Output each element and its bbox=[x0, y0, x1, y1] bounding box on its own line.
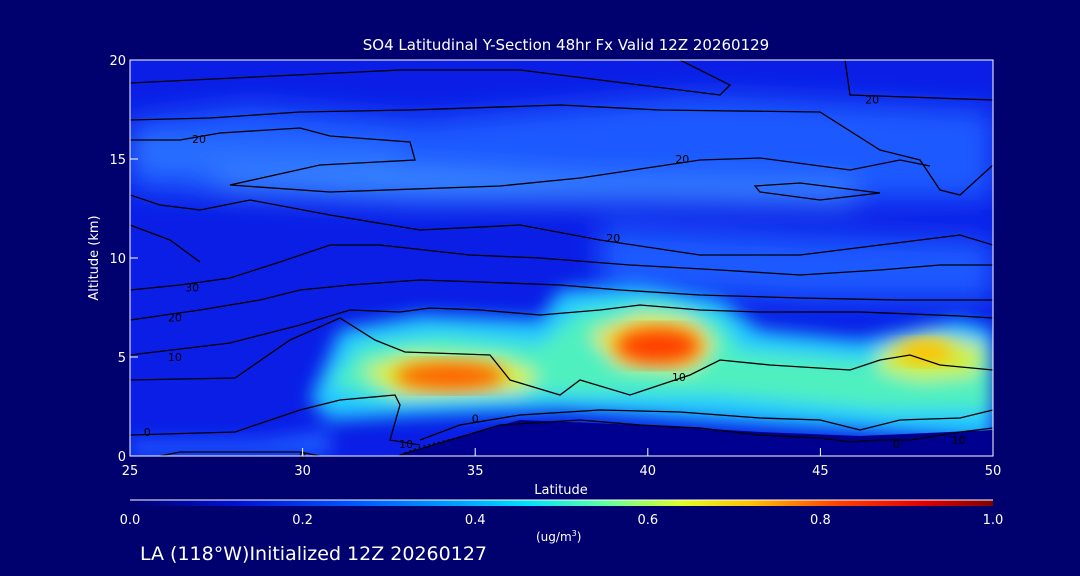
colorbar bbox=[130, 500, 993, 506]
contour-label: 0 bbox=[472, 412, 479, 425]
colorbar-unit: (ug/m3) bbox=[536, 529, 581, 544]
contour-label: 20 bbox=[606, 232, 620, 245]
y-axis-label: Altitude (km) bbox=[87, 215, 102, 300]
y-tick-label: 15 bbox=[109, 153, 126, 168]
colorbar-tick-label: 0.6 bbox=[637, 513, 658, 528]
contour-label: 20 bbox=[192, 133, 206, 146]
terrain bbox=[395, 420, 993, 456]
contour-label: 10 bbox=[951, 434, 965, 447]
x-tick-label: 40 bbox=[640, 464, 657, 479]
concentration-field bbox=[130, 60, 993, 456]
footer-initialized: Initialized 12Z 20260127 bbox=[249, 543, 487, 565]
x-tick-label: 25 bbox=[122, 464, 139, 479]
footer-label: LA (118°W)Initialized 12Z 20260127 bbox=[140, 543, 487, 565]
y-axis-ticks: 0 5 10 15 20 bbox=[109, 54, 138, 465]
contour-label: 20 bbox=[865, 94, 879, 107]
colorbar-tick-label: 1.0 bbox=[983, 513, 1004, 528]
peak-48n bbox=[897, 340, 953, 364]
colorbar-tick-label: 0.0 bbox=[120, 513, 141, 528]
colorbar-tick-label: 0.2 bbox=[292, 513, 313, 528]
colorbar-tick-label: 0.4 bbox=[465, 513, 486, 528]
contour-lines bbox=[130, 60, 993, 456]
x-tick-label: 45 bbox=[812, 464, 829, 479]
footer-location: LA (118°W) bbox=[140, 543, 250, 565]
contour-label: 0 bbox=[893, 438, 900, 451]
chart-title: SO4 Latitudinal Y-Section 48hr Fx Valid … bbox=[363, 36, 769, 54]
x-tick-label: 50 bbox=[985, 464, 1002, 479]
contour-label: 10 bbox=[168, 351, 182, 364]
colorbar-tick-label: 0.8 bbox=[810, 513, 831, 528]
y-tick-label: 20 bbox=[109, 54, 126, 69]
peak-34n bbox=[395, 362, 505, 390]
x-axis-ticks: 25 30 35 40 45 50 bbox=[122, 448, 1002, 479]
y-tick-label: 0 bbox=[118, 450, 126, 465]
contour-label: 20 bbox=[675, 153, 689, 166]
peak-40n bbox=[616, 328, 700, 364]
y-tick-label: 10 bbox=[109, 252, 126, 267]
contour-label: 10 bbox=[399, 438, 413, 451]
x-tick-label: 30 bbox=[294, 464, 311, 479]
y-tick-label: 5 bbox=[118, 351, 126, 366]
contour-label: 20 bbox=[168, 311, 182, 324]
x-axis-label: Latitude bbox=[534, 483, 588, 498]
x-tick-label: 35 bbox=[467, 464, 484, 479]
colorbar-ticks: 0.0 0.2 0.4 0.6 0.8 1.0 bbox=[120, 513, 1004, 528]
contour-label: 30 bbox=[185, 282, 199, 295]
contour-label: 0 bbox=[144, 426, 151, 439]
contour-label: 10 bbox=[672, 371, 686, 384]
